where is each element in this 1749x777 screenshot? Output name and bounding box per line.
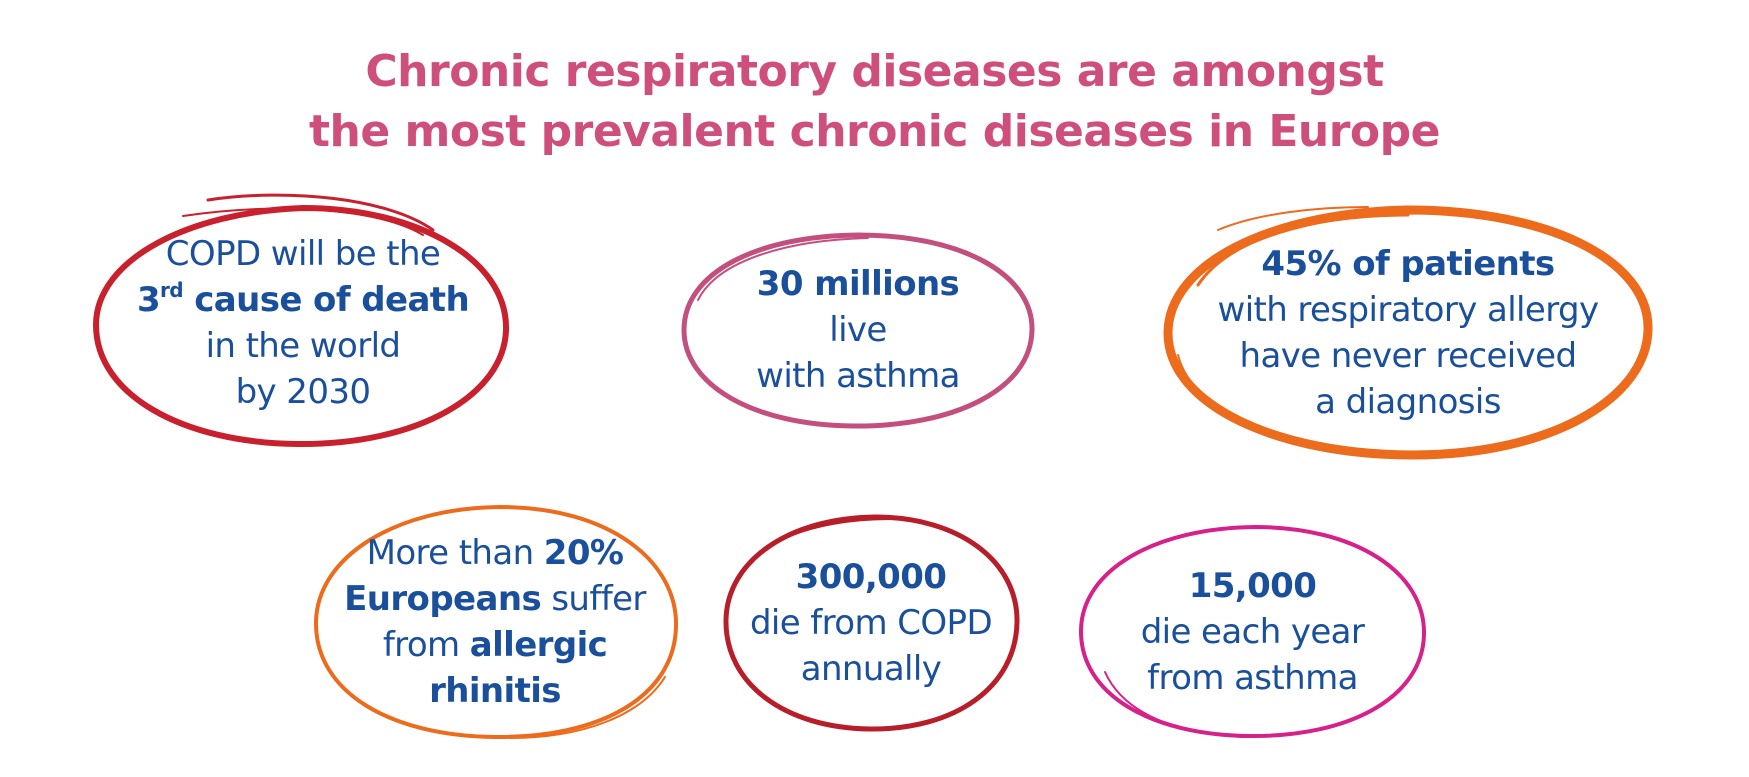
copd-death-line-4: by 2030 bbox=[235, 371, 371, 412]
allergy-diagnosis-line-3: have never received bbox=[1239, 335, 1578, 376]
asthma-live-line-1: 30 millions bbox=[756, 264, 960, 304]
rhinitis-line-2: Europeans suffer bbox=[344, 576, 646, 622]
asthma-live-line-3: with asthma bbox=[756, 356, 960, 396]
rhinitis-line-2-bold: Europeans bbox=[344, 579, 542, 619]
copd-death-rank-number: 3 bbox=[136, 279, 161, 320]
allergy-diagnosis-line-4: a diagnosis bbox=[1315, 381, 1501, 422]
allergy-diagnosis-line-2: with respiratory allergy bbox=[1217, 289, 1599, 330]
bubble-asthma-live: 30 millions live with asthma bbox=[678, 230, 1038, 430]
page-title-line-1: Chronic respiratory diseases are amongst bbox=[365, 46, 1384, 97]
bubble-rhinitis: More than 20% Europeans suffer from alle… bbox=[310, 502, 680, 742]
bubble-copd-die: 300,000 die from COPD annually bbox=[720, 512, 1022, 734]
copd-death-rank-text: cause of death bbox=[182, 279, 470, 320]
rhinitis-line-2-text: suffer bbox=[541, 579, 646, 619]
bubble-allergy-diagnosis: 45% of patients with respiratory allergy… bbox=[1158, 205, 1658, 460]
rhinitis-line-3-bold: allergic bbox=[469, 625, 608, 665]
rhinitis-line-4: rhinitis bbox=[429, 671, 561, 711]
allergy-diagnosis-line-1: 45% of patients bbox=[1261, 243, 1555, 284]
copd-death-line-2: 3rd cause of death bbox=[136, 277, 470, 323]
asthma-die-line-3: from asthma bbox=[1147, 658, 1358, 698]
bubble-copd-death: COPD will be the 3rd cause of death in t… bbox=[88, 190, 518, 455]
copd-death-line-3: in the world bbox=[205, 325, 401, 366]
copd-death-rank-suffix: rd bbox=[160, 277, 184, 302]
rhinitis-line-1: More than 20% bbox=[367, 530, 624, 576]
asthma-die-line-2: die each year bbox=[1140, 612, 1365, 652]
rhinitis-line-1-percent: 20% bbox=[543, 533, 624, 573]
bubble-asthma-die: 15,000 die each year from asthma bbox=[1075, 522, 1430, 742]
rhinitis-line-3-text: from bbox=[382, 625, 470, 665]
asthma-die-line-1: 15,000 bbox=[1188, 566, 1317, 606]
magenta-ellipse-outline bbox=[1078, 524, 1427, 739]
page-title-line-2: the most prevalent chronic diseases in E… bbox=[309, 106, 1441, 157]
red-ellipse-outline bbox=[92, 193, 510, 448]
copd-die-line-2: die from COPD bbox=[749, 603, 993, 643]
dark-red-ellipse-outline bbox=[723, 514, 1020, 732]
copd-die-line-3: annually bbox=[800, 649, 942, 689]
rhinitis-line-3: from allergic bbox=[382, 622, 608, 668]
orange-ellipse-outline bbox=[1163, 205, 1653, 460]
rhinitis-line-1-text: More than bbox=[366, 533, 544, 573]
copd-die-line-1: 300,000 bbox=[795, 557, 947, 597]
copd-death-line-1: COPD will be the bbox=[165, 233, 441, 274]
page-title: Chronic respiratory diseases are amongst… bbox=[0, 42, 1749, 162]
orange-ellipse-outline-small bbox=[313, 504, 679, 740]
asthma-live-line-2: live bbox=[829, 310, 887, 350]
pink-ellipse-outline bbox=[681, 232, 1035, 429]
